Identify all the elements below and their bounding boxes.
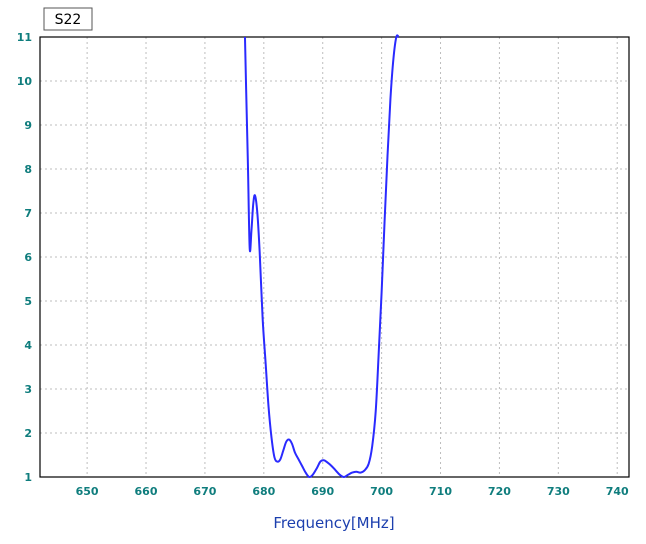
y-tick-label: 5 <box>24 295 32 308</box>
y-tick-label: 10 <box>17 75 33 88</box>
x-tick-label: 720 <box>488 485 511 498</box>
x-tick-label: 700 <box>370 485 393 498</box>
y-tick-label: 11 <box>17 31 32 44</box>
series-line-s22 <box>243 34 400 479</box>
x-tick-label: 680 <box>252 485 275 498</box>
x-axis-ticks: 650 660 670 680 690 700 710 720 730 740 <box>76 485 629 498</box>
x-tick-label: 710 <box>429 485 452 498</box>
chart-title-box: S22 <box>43 7 93 31</box>
x-tick-label: 660 <box>135 485 158 498</box>
y-tick-label: 3 <box>24 383 32 396</box>
y-tick-label: 1 <box>24 471 32 484</box>
plot-frame <box>39 36 630 478</box>
chart-title: S22 <box>55 12 82 28</box>
y-tick-label: 9 <box>24 119 32 132</box>
series-layer <box>243 34 400 479</box>
y-tick-label: 2 <box>24 427 32 440</box>
x-tick-label: 670 <box>193 485 216 498</box>
y-tick-label: 4 <box>24 339 32 352</box>
grid <box>40 37 629 477</box>
x-tick-label: 740 <box>606 485 629 498</box>
x-tick-label: 730 <box>547 485 570 498</box>
y-tick-label: 6 <box>24 251 32 264</box>
x-tick-label: 650 <box>76 485 99 498</box>
y-axis-ticks: 1 2 3 4 5 6 7 8 9 10 11 <box>17 31 33 484</box>
x-axis-label: Frequency[MHz] <box>273 514 394 532</box>
x-tick-label: 690 <box>311 485 334 498</box>
y-tick-label: 8 <box>24 163 32 176</box>
y-tick-label: 7 <box>24 207 32 220</box>
